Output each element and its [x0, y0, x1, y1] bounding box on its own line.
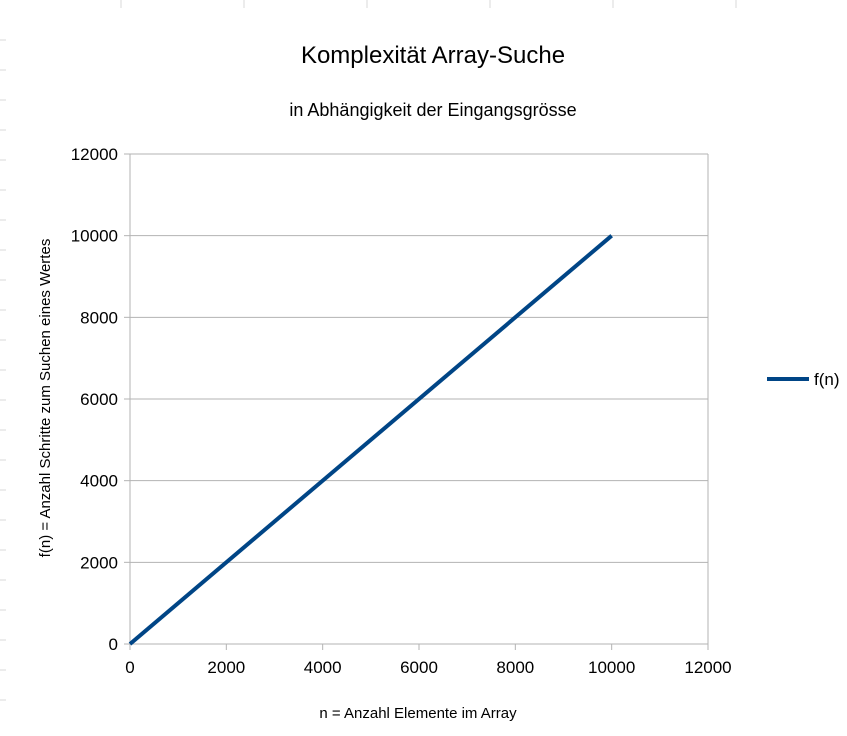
chart-subtitle: in Abhängigkeit der Eingangsgrösse	[289, 100, 576, 120]
y-tick-labels: 0 2000 4000 6000 8000 10000 12000	[71, 145, 118, 654]
y-tick-label: 6000	[80, 390, 118, 409]
x-tick-label: 10000	[588, 658, 635, 677]
y-tick-label: 12000	[71, 145, 118, 164]
y-tick-label: 2000	[80, 553, 118, 572]
page-edge-markers	[0, 0, 737, 701]
legend: f(n)	[767, 370, 840, 389]
axes	[124, 153, 709, 650]
y-tick-label: 10000	[71, 227, 118, 246]
y-tick-label: 8000	[80, 308, 118, 327]
legend-label: f(n)	[814, 370, 840, 389]
chart-title: Komplexität Array-Suche	[301, 42, 565, 69]
x-tick-label: 12000	[684, 658, 731, 677]
x-tick-labels: 0 2000 4000 6000 8000 10000 12000	[125, 658, 731, 677]
series-lines	[128, 234, 613, 646]
x-tick-label: 2000	[207, 658, 245, 677]
y-tick-label: 0	[109, 635, 118, 654]
series-line	[128, 234, 613, 646]
x-tick-label: 8000	[496, 658, 534, 677]
x-axis-label: n = Anzahl Elemente im Array	[319, 705, 517, 722]
y-tick-label: 4000	[80, 472, 118, 491]
x-tick-label: 6000	[400, 658, 438, 677]
x-tick-label: 4000	[304, 658, 342, 677]
y-axis-label: f(n) = Anzahl Schritte zum Suchen eines …	[37, 239, 54, 558]
x-tick-label: 0	[125, 658, 134, 677]
